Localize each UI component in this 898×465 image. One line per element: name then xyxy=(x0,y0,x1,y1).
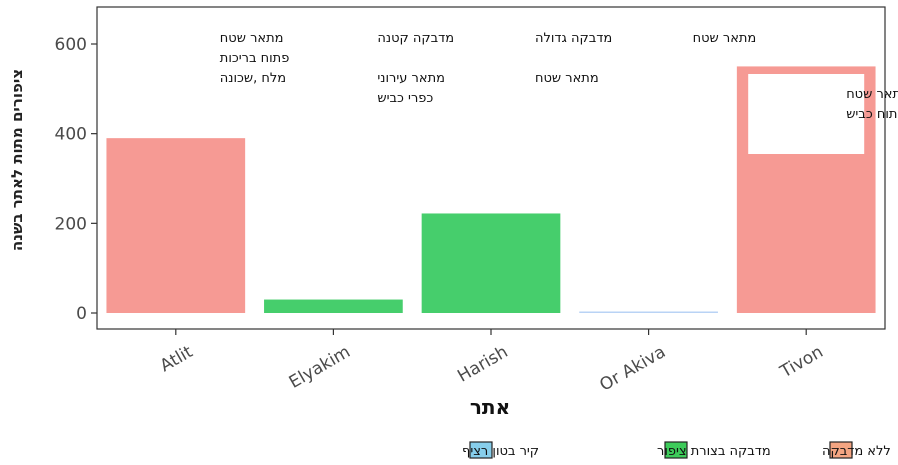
y-axis-title: ציפורים מתות לאתר בשנה xyxy=(8,69,26,251)
annotation-box xyxy=(748,74,865,154)
legend-swatch xyxy=(664,441,688,459)
bar-elyakim xyxy=(264,299,403,313)
x-tick-label: Atlit xyxy=(157,342,197,377)
x-tick-label: Elyakim xyxy=(286,342,354,393)
x-tick-label: Harish xyxy=(454,342,511,387)
y-tick-label: 200 xyxy=(55,214,87,234)
bar-annotation: פתוח כביש xyxy=(846,107,898,122)
bar-annotation: מתאר עירוני xyxy=(377,71,445,86)
x-axis-title: אתר xyxy=(470,395,510,419)
legend: ללא מדבקה מדבקה בצורת ציפור קיר בטון רציף xyxy=(462,441,891,459)
bar-annotation: מלח ,שכונה xyxy=(220,71,286,86)
bar-annotation: כפרי כביש xyxy=(377,91,433,106)
bar-annotation: פתוח בריכות xyxy=(220,51,290,66)
bar-annotation: מתאר שטח xyxy=(846,87,898,102)
bar-annotation: מתאר שטח xyxy=(693,31,757,46)
x-tick-label: Or Akiva xyxy=(596,342,669,396)
bar-annotation: מדבקה גדולה xyxy=(535,31,612,46)
y-tick-label: 600 xyxy=(55,35,87,55)
bar-atlit xyxy=(106,138,246,313)
legend-swatch xyxy=(469,441,493,459)
y-tick-label: 0 xyxy=(76,304,87,324)
y-tick-label: 400 xyxy=(55,125,87,145)
legend-label: קיר בטון רציף xyxy=(462,444,539,459)
legend-swatch xyxy=(829,441,853,459)
bar-annotation: מדבקה קטנה xyxy=(377,31,454,46)
legend-label: מדבקה בצורת ציפור xyxy=(657,444,771,459)
bar-or-akiva xyxy=(579,311,718,313)
x-axis: Atlit Elyakim Harish Or Akiva Tivon xyxy=(157,329,827,396)
x-tick-label: Tivon xyxy=(776,342,827,383)
legend-label: ללא מדבקה xyxy=(822,444,891,459)
annotations: מתאר שטח פתוח בריכות מלח ,שכונה מדבקה קטנה מ… xyxy=(220,31,898,154)
y-axis: 0 200 400 600 xyxy=(55,35,97,324)
bar-harish xyxy=(421,213,561,313)
bar-annotation: מתאר שטח xyxy=(535,71,599,86)
bar-annotation: מתאר שטח xyxy=(220,31,284,46)
